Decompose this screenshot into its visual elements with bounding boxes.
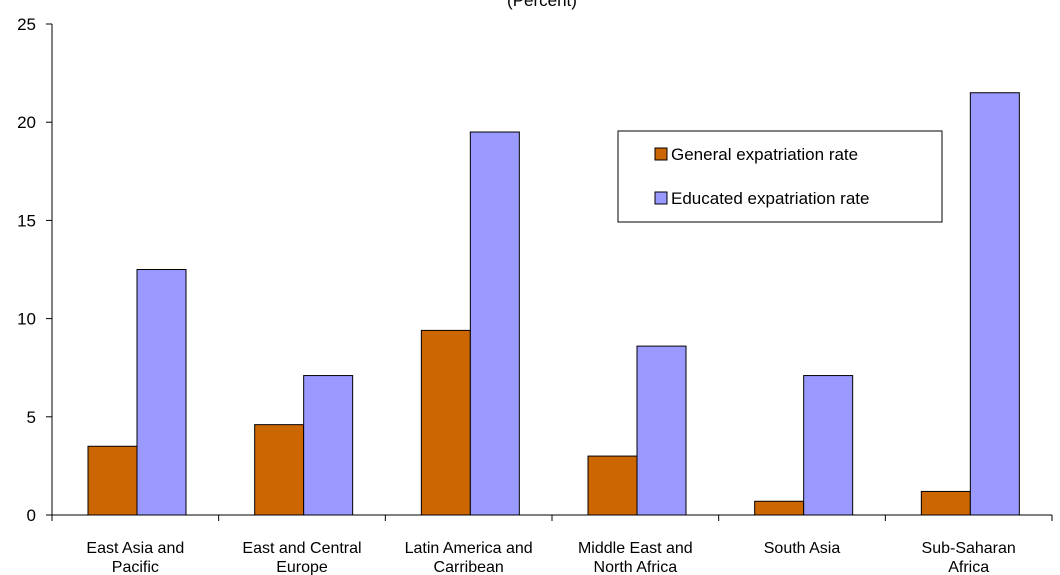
x-category-label: Pacific [112, 559, 159, 575]
legend-swatch [654, 147, 668, 161]
x-category-label: East Asia and [86, 540, 184, 557]
x-category-label: South Asia [764, 540, 841, 557]
y-tick-label: 5 [27, 408, 36, 427]
y-tick-label: 0 [27, 506, 36, 525]
x-category-label: East and Central [242, 540, 361, 557]
x-category-label: Middle East and [578, 540, 693, 557]
bar-educated-1 [303, 375, 354, 516]
bar-general-2 [420, 329, 471, 516]
bar-general-4 [754, 500, 805, 516]
bar-educated-0 [136, 269, 187, 516]
x-axis-labels: East Asia and Pacific East and Central Euro… [86, 540, 1015, 575]
x-category-label: North Africa [594, 559, 678, 575]
x-category-label: Africa [948, 559, 989, 575]
x-category-label: Sub-Saharan [922, 540, 1016, 557]
bar-educated-4 [803, 375, 854, 516]
legend-label: Educated expatriation rate [671, 189, 869, 208]
legend-box [617, 130, 943, 223]
bar-educated-2 [469, 131, 520, 516]
y-tick-label: 20 [17, 113, 36, 132]
chart-subtitle: (Percent) [507, 0, 577, 10]
bar-general-3 [587, 455, 638, 516]
bar-layer [87, 92, 1020, 516]
legend-swatch [654, 191, 668, 205]
x-category-label: Europe [276, 559, 328, 575]
legend-label: General expatriation rate [671, 145, 858, 164]
bar-general-0 [87, 445, 138, 516]
x-category-label: Carribean [434, 559, 504, 575]
axis-layer: 0 5 10 15 20 25 [17, 15, 1053, 525]
bar-general-1 [254, 424, 305, 516]
bar-educated-3 [636, 345, 687, 516]
bar-general-5 [920, 490, 971, 516]
y-tick-label: 10 [17, 310, 36, 329]
legend: General expatriation rate Educated expatr… [617, 130, 943, 223]
bar-educated-5 [969, 92, 1020, 516]
x-category-label: Latin America and [405, 540, 533, 557]
y-tick-label: 15 [17, 211, 36, 230]
y-tick-label: 25 [17, 15, 36, 34]
